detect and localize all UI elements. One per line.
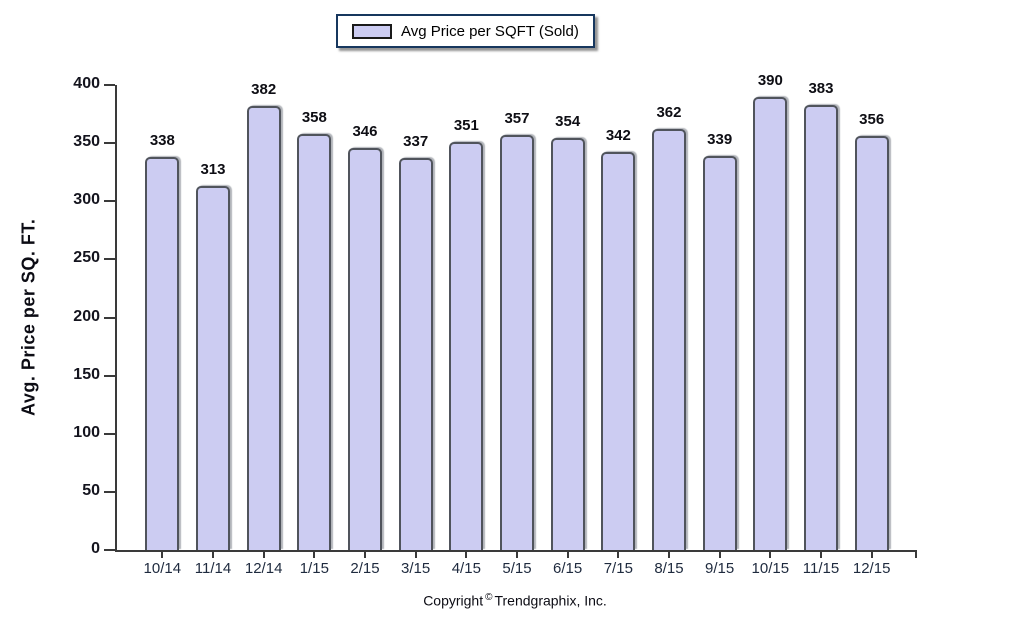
y-axis-tick [104,84,115,86]
x-axis-tick [617,550,620,558]
y-axis-tick-label: 400 [73,75,100,92]
y-axis-tick [104,316,115,319]
x-axis-tick [566,550,569,558]
x-axis-tick [668,550,670,558]
x-axis-tick-label: 5/15 [502,560,532,577]
x-axis-tick [313,550,316,558]
x-axis-tick [769,550,772,558]
y-axis-tick-label: 0 [91,540,100,557]
copyright-symbol-icon: © [485,592,493,603]
bar-value-label: 362 [656,104,682,122]
y-axis-tick [104,490,115,493]
copyright-company: Trendgraphix, Inc. [494,592,607,609]
x-axis-tick [870,550,873,558]
y-axis-tick-label: 150 [73,365,100,383]
bar-value-label: 358 [301,108,327,126]
y-axis-tick-label: 250 [73,249,100,267]
x-axis-tick-label: 2/15 [350,560,380,577]
y-axis-tick [104,374,115,377]
bar-value-label: 351 [453,116,479,134]
y-axis-tick [104,142,115,145]
bar-10/14 [145,157,180,550]
bar-1/15 [297,133,332,550]
copyright-prefix: Copyright [423,592,484,609]
y-axis-tick-label: 50 [82,481,100,499]
x-axis-tick-label: 8/15 [654,560,684,577]
bar-value-label: 342 [605,127,631,145]
x-axis-tick-label: 10/15 [751,560,790,577]
bar-value-label: 354 [555,113,581,131]
copyright-text: Copyright © Trendgraphix, Inc. [115,592,915,609]
legend-label: Avg Price per SQFT (Sold) [401,22,579,40]
bar-value-label: 339 [707,130,733,148]
x-axis-tick [516,550,518,558]
y-axis-tick-label: 100 [73,423,100,441]
bar-value-label: 356 [859,111,885,129]
bar-11/15 [804,104,838,550]
x-axis-tick [262,550,265,558]
x-axis-tick [212,550,214,558]
bar-11/14 [196,186,230,550]
x-axis-tick-label: 1/15 [299,560,329,577]
bar-3/15 [398,158,433,550]
bar-value-label: 382 [251,80,277,98]
x-axis-tick [820,550,822,558]
x-axis-tick [465,550,468,558]
x-axis-end-tick [915,550,917,558]
y-axis-tick [104,200,115,203]
legend-swatch-icon [352,23,392,39]
bar-10/15 [753,96,788,550]
x-axis-tick [718,550,721,558]
bar-value-label: 338 [149,132,175,150]
x-axis-tick-label: 3/15 [401,560,431,577]
plot-area: 0 50 100 150 200 250 300 350 400 338 10/14 313 11/14… [73,72,917,577]
bar-12/15 [854,136,889,550]
bar-7/15 [601,152,636,550]
bar-value-label: 346 [352,122,378,140]
bar-value-label: 357 [504,109,530,127]
y-axis-tick [104,258,115,261]
x-axis-tick-label: 6/15 [553,560,583,577]
y-axis-tick-label: 200 [73,307,100,325]
y-axis-tick-label: 350 [73,133,100,151]
bar-value-label: 337 [403,133,429,151]
x-axis-tick-label: 9/15 [705,560,735,577]
x-axis-tick-label: 4/15 [451,560,481,577]
bar-value-label: 313 [200,161,226,179]
legend: Avg Price per SQFT (Sold) [336,14,595,48]
bar-6/15 [550,138,585,550]
bar-4/15 [449,141,484,550]
x-axis-tick-label: 12/14 [244,560,283,577]
x-axis-tick [364,550,366,558]
x-axis-tick-label: 11/15 [802,560,840,577]
x-axis-tick [414,550,417,558]
bar-5/15 [500,135,534,550]
x-axis-tick-label: 7/15 [603,560,633,577]
x-axis-tick [161,550,164,558]
y-axis-title: Avg. Price per SQ. FT. [18,218,39,417]
y-axis-tick [104,432,115,435]
x-axis-tick-label: 10/14 [143,560,182,577]
bar-8/15 [652,129,686,550]
bar-12/14 [246,105,281,550]
bar-2/15 [348,147,382,550]
bar-value-label: 390 [757,71,783,89]
bar-value-label: 383 [808,79,834,97]
x-axis-tick-label: 12/15 [852,560,891,577]
bar-9/15 [702,155,737,550]
x-axis-tick-label: 11/14 [194,560,232,577]
y-axis-tick [104,549,115,551]
y-axis-tick-label: 300 [73,191,100,209]
